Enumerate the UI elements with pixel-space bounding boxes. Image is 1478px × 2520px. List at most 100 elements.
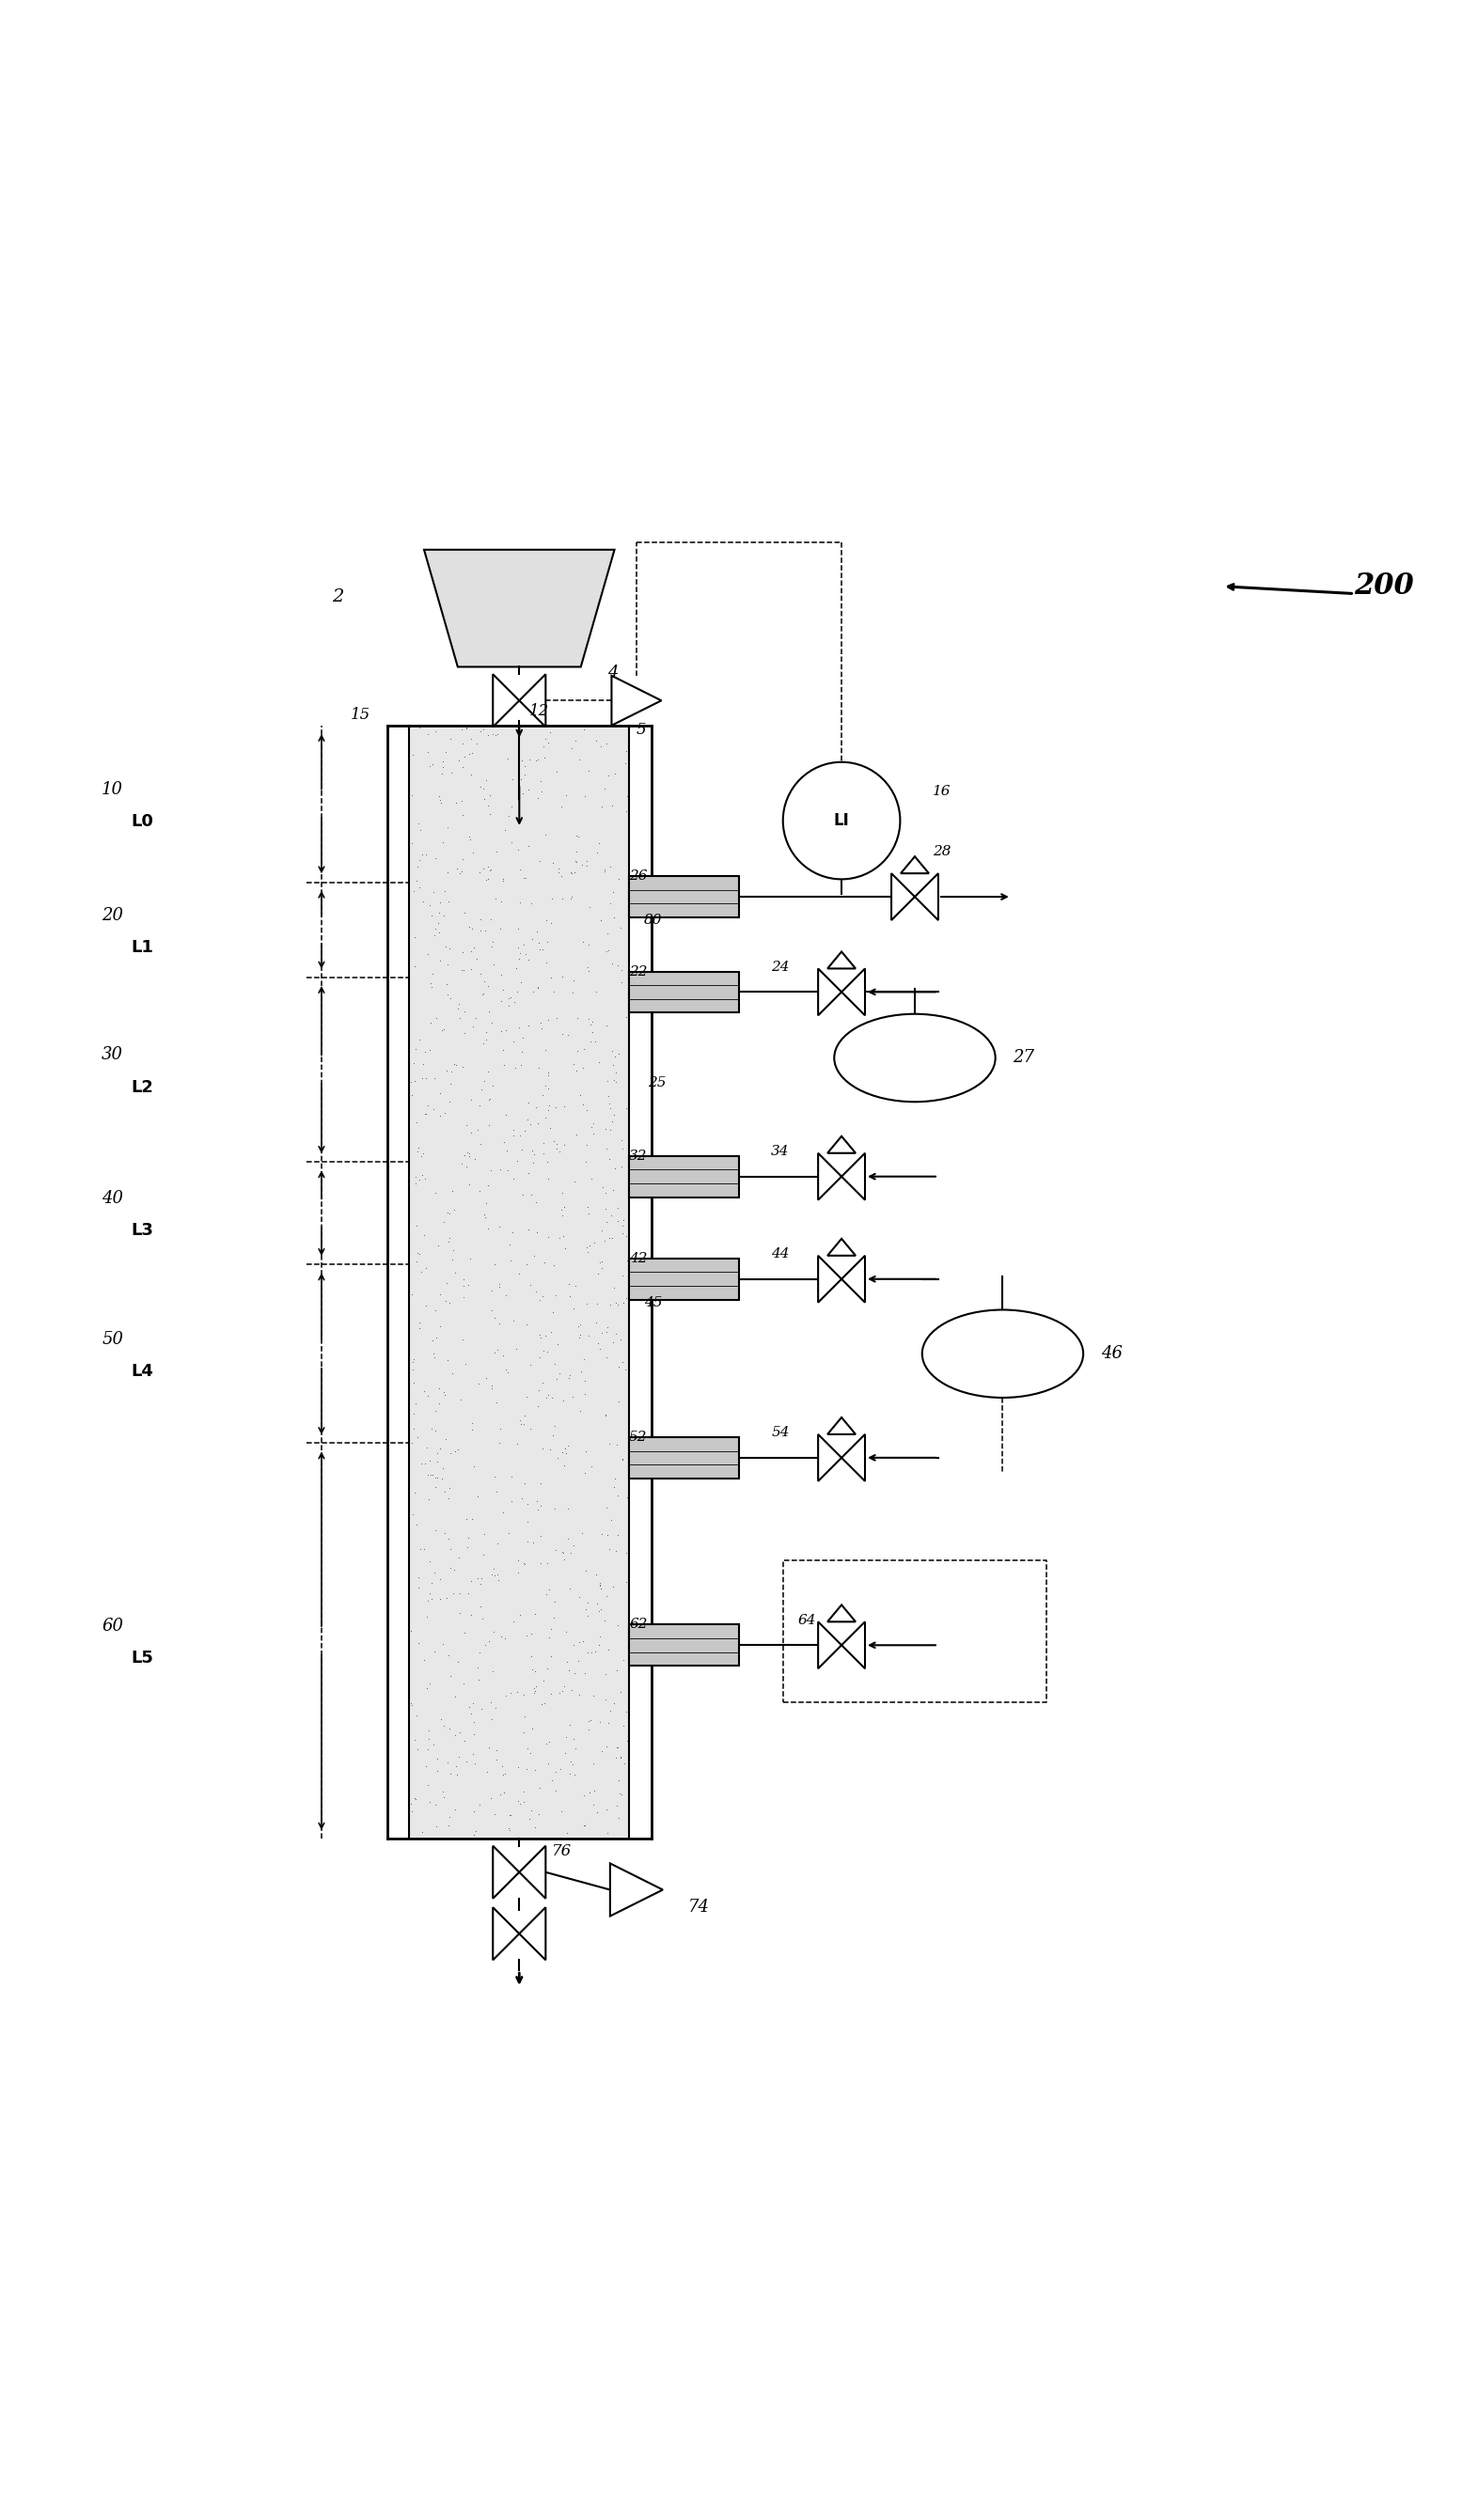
Point [436, 1192, 460, 1232]
Point [474, 1013, 498, 1053]
Polygon shape [841, 1623, 865, 1668]
Point [454, 708, 477, 748]
Point [476, 1164, 500, 1205]
Point [541, 1416, 565, 1457]
Point [517, 769, 541, 809]
Point [525, 1182, 548, 1222]
Point [550, 786, 573, 827]
Point [615, 776, 638, 816]
Point [460, 1409, 483, 1449]
Point [411, 882, 435, 922]
Point [433, 1419, 457, 1459]
Point [458, 1595, 482, 1635]
Point [437, 1797, 461, 1837]
Point [418, 1454, 442, 1494]
Point [471, 597, 495, 638]
Point [449, 1378, 473, 1419]
Point [613, 1744, 637, 1784]
Point [516, 1099, 539, 1139]
Point [414, 834, 437, 874]
Point [605, 1313, 628, 1353]
Point [439, 1547, 463, 1588]
Point [613, 1351, 637, 1391]
Point [504, 1048, 528, 1089]
Point [615, 791, 638, 832]
Point [576, 1315, 600, 1356]
Point [402, 1043, 426, 1084]
Point [550, 955, 573, 995]
Point [605, 1053, 628, 1094]
Point [480, 1066, 504, 1106]
Point [556, 1520, 579, 1560]
Point [610, 1119, 634, 1159]
Point [489, 882, 513, 922]
Point [505, 1424, 529, 1464]
Point [432, 1446, 455, 1487]
Point [454, 1499, 477, 1540]
Point [585, 1323, 609, 1363]
Point [414, 1746, 437, 1787]
Point [424, 1318, 448, 1358]
Point [480, 925, 504, 965]
Point [609, 1774, 633, 1814]
Point [432, 1202, 455, 1242]
Point [403, 1383, 427, 1424]
Point [556, 1641, 579, 1681]
Point [594, 1313, 618, 1353]
Point [615, 995, 638, 1036]
Point [606, 1285, 630, 1326]
Polygon shape [828, 1605, 856, 1623]
Point [436, 1741, 460, 1782]
Point [463, 1744, 486, 1784]
Point [439, 1754, 463, 1794]
Point [423, 1467, 446, 1507]
Point [606, 1285, 630, 1326]
Point [432, 895, 455, 935]
Point [446, 1429, 470, 1469]
Point [437, 1283, 461, 1323]
Point [471, 847, 495, 887]
Point [575, 1091, 599, 1131]
Point [436, 882, 460, 922]
Point [483, 1688, 507, 1729]
Point [528, 1767, 551, 1807]
Point [542, 970, 566, 1011]
Point [553, 1086, 576, 1126]
Point [437, 978, 461, 1018]
Point [451, 1318, 474, 1358]
Point [492, 862, 516, 902]
Point [590, 1731, 613, 1772]
Point [476, 1051, 500, 1091]
Point [590, 1313, 613, 1353]
Point [474, 1021, 498, 1061]
Point [412, 1444, 436, 1484]
Point [576, 1583, 600, 1623]
Point [409, 1137, 433, 1177]
Point [514, 1749, 538, 1789]
Point [537, 1618, 560, 1658]
Point [531, 1076, 554, 1116]
Point [405, 1205, 429, 1245]
Point [559, 728, 582, 769]
Point [542, 1121, 566, 1162]
Polygon shape [519, 675, 545, 726]
Point [494, 809, 517, 849]
Point [584, 1555, 607, 1595]
Point [457, 1265, 480, 1305]
Point [618, 1139, 641, 1179]
Point [495, 1131, 519, 1172]
Point [470, 1688, 494, 1729]
Point [446, 1429, 470, 1469]
Point [539, 902, 563, 942]
Point [526, 1104, 550, 1144]
Point [590, 1210, 613, 1250]
Point [495, 1011, 519, 1051]
Point [497, 1807, 520, 1847]
Point [526, 968, 550, 1008]
Point [538, 1109, 562, 1149]
Point [578, 1772, 602, 1812]
Point [542, 1245, 566, 1285]
Point [414, 1285, 437, 1326]
Point [537, 1159, 560, 1200]
Point [429, 1580, 452, 1620]
